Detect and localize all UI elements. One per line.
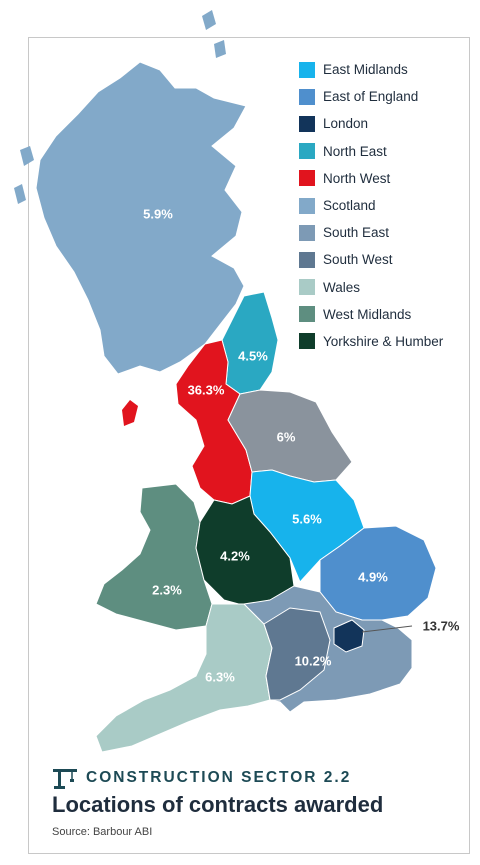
legend-swatch <box>299 61 315 78</box>
label-east-of-england: 4.9% <box>358 569 388 585</box>
section-header: CONSTRUCTION SECTOR 2.2 <box>52 767 351 789</box>
figure-frame <box>28 37 470 854</box>
chart-title: Locations of contracts awarded <box>52 792 384 817</box>
legend-swatch <box>299 115 315 132</box>
legend-swatch <box>299 143 315 160</box>
legend-item: South West <box>299 246 443 273</box>
label-west-midlands: 4.2% <box>220 548 250 564</box>
label-yorkshire-humber: 6% <box>276 429 296 445</box>
legend-label: West Midlands <box>323 306 412 322</box>
region-scotland-island <box>214 40 226 58</box>
region-scotland <box>35 61 247 375</box>
legend-label: Scotland <box>323 198 376 214</box>
legend-label: South West <box>323 252 393 268</box>
region-scotland-island <box>20 146 34 166</box>
legend-label: East Midlands <box>323 62 408 78</box>
label-south-west: 6.3% <box>205 669 235 685</box>
legend-label: East of England <box>323 89 419 105</box>
legend-swatch <box>299 88 315 105</box>
legend-label: North East <box>323 143 387 159</box>
legend-item: Wales <box>299 274 443 301</box>
region-scotland-island <box>14 184 26 204</box>
source-note: Source: Barbour ABI <box>52 826 153 838</box>
legend-item: North West <box>299 165 443 192</box>
legend-swatch <box>299 306 315 323</box>
legend-label: North West <box>323 170 391 186</box>
legend-label: London <box>323 116 369 132</box>
legend-item: East Midlands <box>299 56 443 83</box>
london-leader-line <box>361 625 413 633</box>
legend-swatch <box>299 170 315 187</box>
map-legend: East Midlands East of England London Nor… <box>299 56 443 355</box>
region-wales <box>95 483 213 631</box>
legend-swatch <box>299 251 315 268</box>
region-west-midlands <box>195 495 295 607</box>
crane-icon <box>53 769 77 789</box>
region-london <box>333 619 365 653</box>
region-south-west-east <box>263 607 331 701</box>
legend-label: Yorkshire & Humber <box>323 333 444 349</box>
legend-swatch <box>299 333 315 350</box>
legend-item: East of England <box>299 83 443 110</box>
label-north-west: 36.3% <box>187 382 225 398</box>
legend-item: London <box>299 110 443 137</box>
legend-swatch <box>299 197 315 214</box>
legend-label: South East <box>323 225 390 241</box>
region-northern-ireland <box>122 400 138 426</box>
label-south-east: 10.2% <box>294 653 332 669</box>
region-scotland-island <box>202 10 216 30</box>
label-east-midlands: 5.6% <box>292 511 322 527</box>
label-wales: 2.3% <box>152 582 182 598</box>
legend-item: North East <box>299 138 443 165</box>
legend-item: West Midlands <box>299 301 443 328</box>
label-scotland: 5.9% <box>143 206 173 222</box>
legend-swatch <box>299 279 315 296</box>
section-label: CONSTRUCTION SECTOR 2.2 <box>86 769 352 786</box>
legend-item: Scotland <box>299 192 443 219</box>
legend-swatch <box>299 224 315 241</box>
legend-label: Wales <box>323 279 361 295</box>
legend-item: Yorkshire & Humber <box>299 328 443 355</box>
legend-item: South East <box>299 219 443 246</box>
label-london: 13.7% <box>422 618 460 634</box>
label-north-east: 4.5% <box>238 348 268 364</box>
